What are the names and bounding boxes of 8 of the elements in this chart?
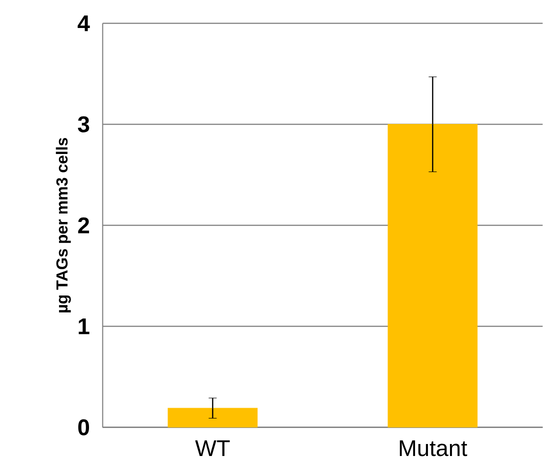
x-tick-label: Mutant <box>400 440 468 456</box>
y-tick-label: 2 <box>78 217 90 234</box>
y-tick-label: 4 <box>78 16 90 32</box>
y-tick-label: 0 <box>78 419 90 436</box>
y-tick-label: 3 <box>78 116 90 132</box>
x-tick-label: WT <box>195 440 230 456</box>
y-tick-label: 1 <box>78 318 90 334</box>
y-axis-title: µg TAGs per mm3 cells <box>56 138 71 312</box>
